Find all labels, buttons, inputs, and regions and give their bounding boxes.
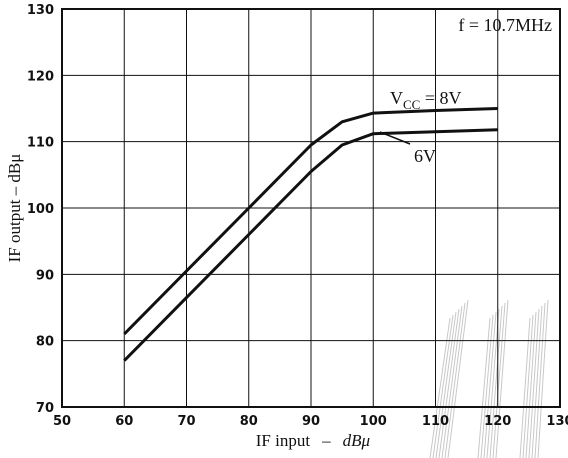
x-tick-label: 110 <box>422 414 449 429</box>
y-tick-label: 70 <box>36 401 54 416</box>
y-tick-label: 80 <box>36 335 54 350</box>
watermark-stroke <box>435 311 457 458</box>
watermark-stroke <box>447 299 469 458</box>
watermark-stroke <box>483 311 497 458</box>
y-tick-label: 90 <box>36 268 54 283</box>
y-tick-label: 110 <box>27 136 54 151</box>
series-vcc-8v-line <box>123 107 498 336</box>
x-axis-label: IF input – dBμ <box>256 431 370 450</box>
watermark-stroke <box>534 302 546 458</box>
y-tick-label: 130 <box>27 3 54 18</box>
frequency-annotation: f = 10.7MHz <box>458 15 552 35</box>
series-lines <box>123 107 498 362</box>
watermark-stroke <box>537 299 549 458</box>
series-label-8v: VCC = 8V <box>390 88 462 112</box>
x-tick-label: 90 <box>302 414 320 429</box>
watermark-stroke <box>492 302 506 458</box>
watermark-stroke <box>531 305 543 458</box>
watermark-stroke <box>477 317 491 458</box>
watermark-stroke <box>519 317 531 458</box>
x-tick-label: 80 <box>240 414 258 429</box>
grid <box>62 9 560 407</box>
x-tick-label: 70 <box>177 414 195 429</box>
watermark-stroke <box>525 311 537 458</box>
series-6v-line <box>123 128 498 362</box>
x-tick-label: 100 <box>360 414 387 429</box>
plot-frame <box>61 8 561 408</box>
watermark-stroke <box>480 314 494 458</box>
watermark-stroke <box>522 314 534 458</box>
x-tick-label: 120 <box>484 414 511 429</box>
watermark-stroke <box>486 308 500 458</box>
series-label-6v: 6V <box>414 146 436 166</box>
y-tick-label: 120 <box>27 69 54 84</box>
watermark-stroke <box>441 305 463 458</box>
x-tick-label: 50 <box>53 414 71 429</box>
watermark-stroke <box>438 308 460 458</box>
watermark-stroke <box>489 305 503 458</box>
watermark-hatching <box>429 299 549 458</box>
watermark-stroke <box>432 314 454 458</box>
watermark-stroke <box>528 308 540 458</box>
series-leader-6v <box>379 131 411 145</box>
watermark-stroke <box>444 302 466 458</box>
y-tick-label: 100 <box>27 202 54 217</box>
x-tick-label: 60 <box>115 414 133 429</box>
y-tick-labels: 70 80 90 100 110 120 130 <box>27 3 54 416</box>
watermark-stroke <box>495 299 509 458</box>
watermark-stroke <box>429 317 451 458</box>
x-tick-labels: 50 60 70 80 90 100 110 120 130 <box>53 414 568 429</box>
x-tick-label: 130 <box>546 414 568 429</box>
y-axis-label: IF output – dBμ <box>5 154 24 263</box>
